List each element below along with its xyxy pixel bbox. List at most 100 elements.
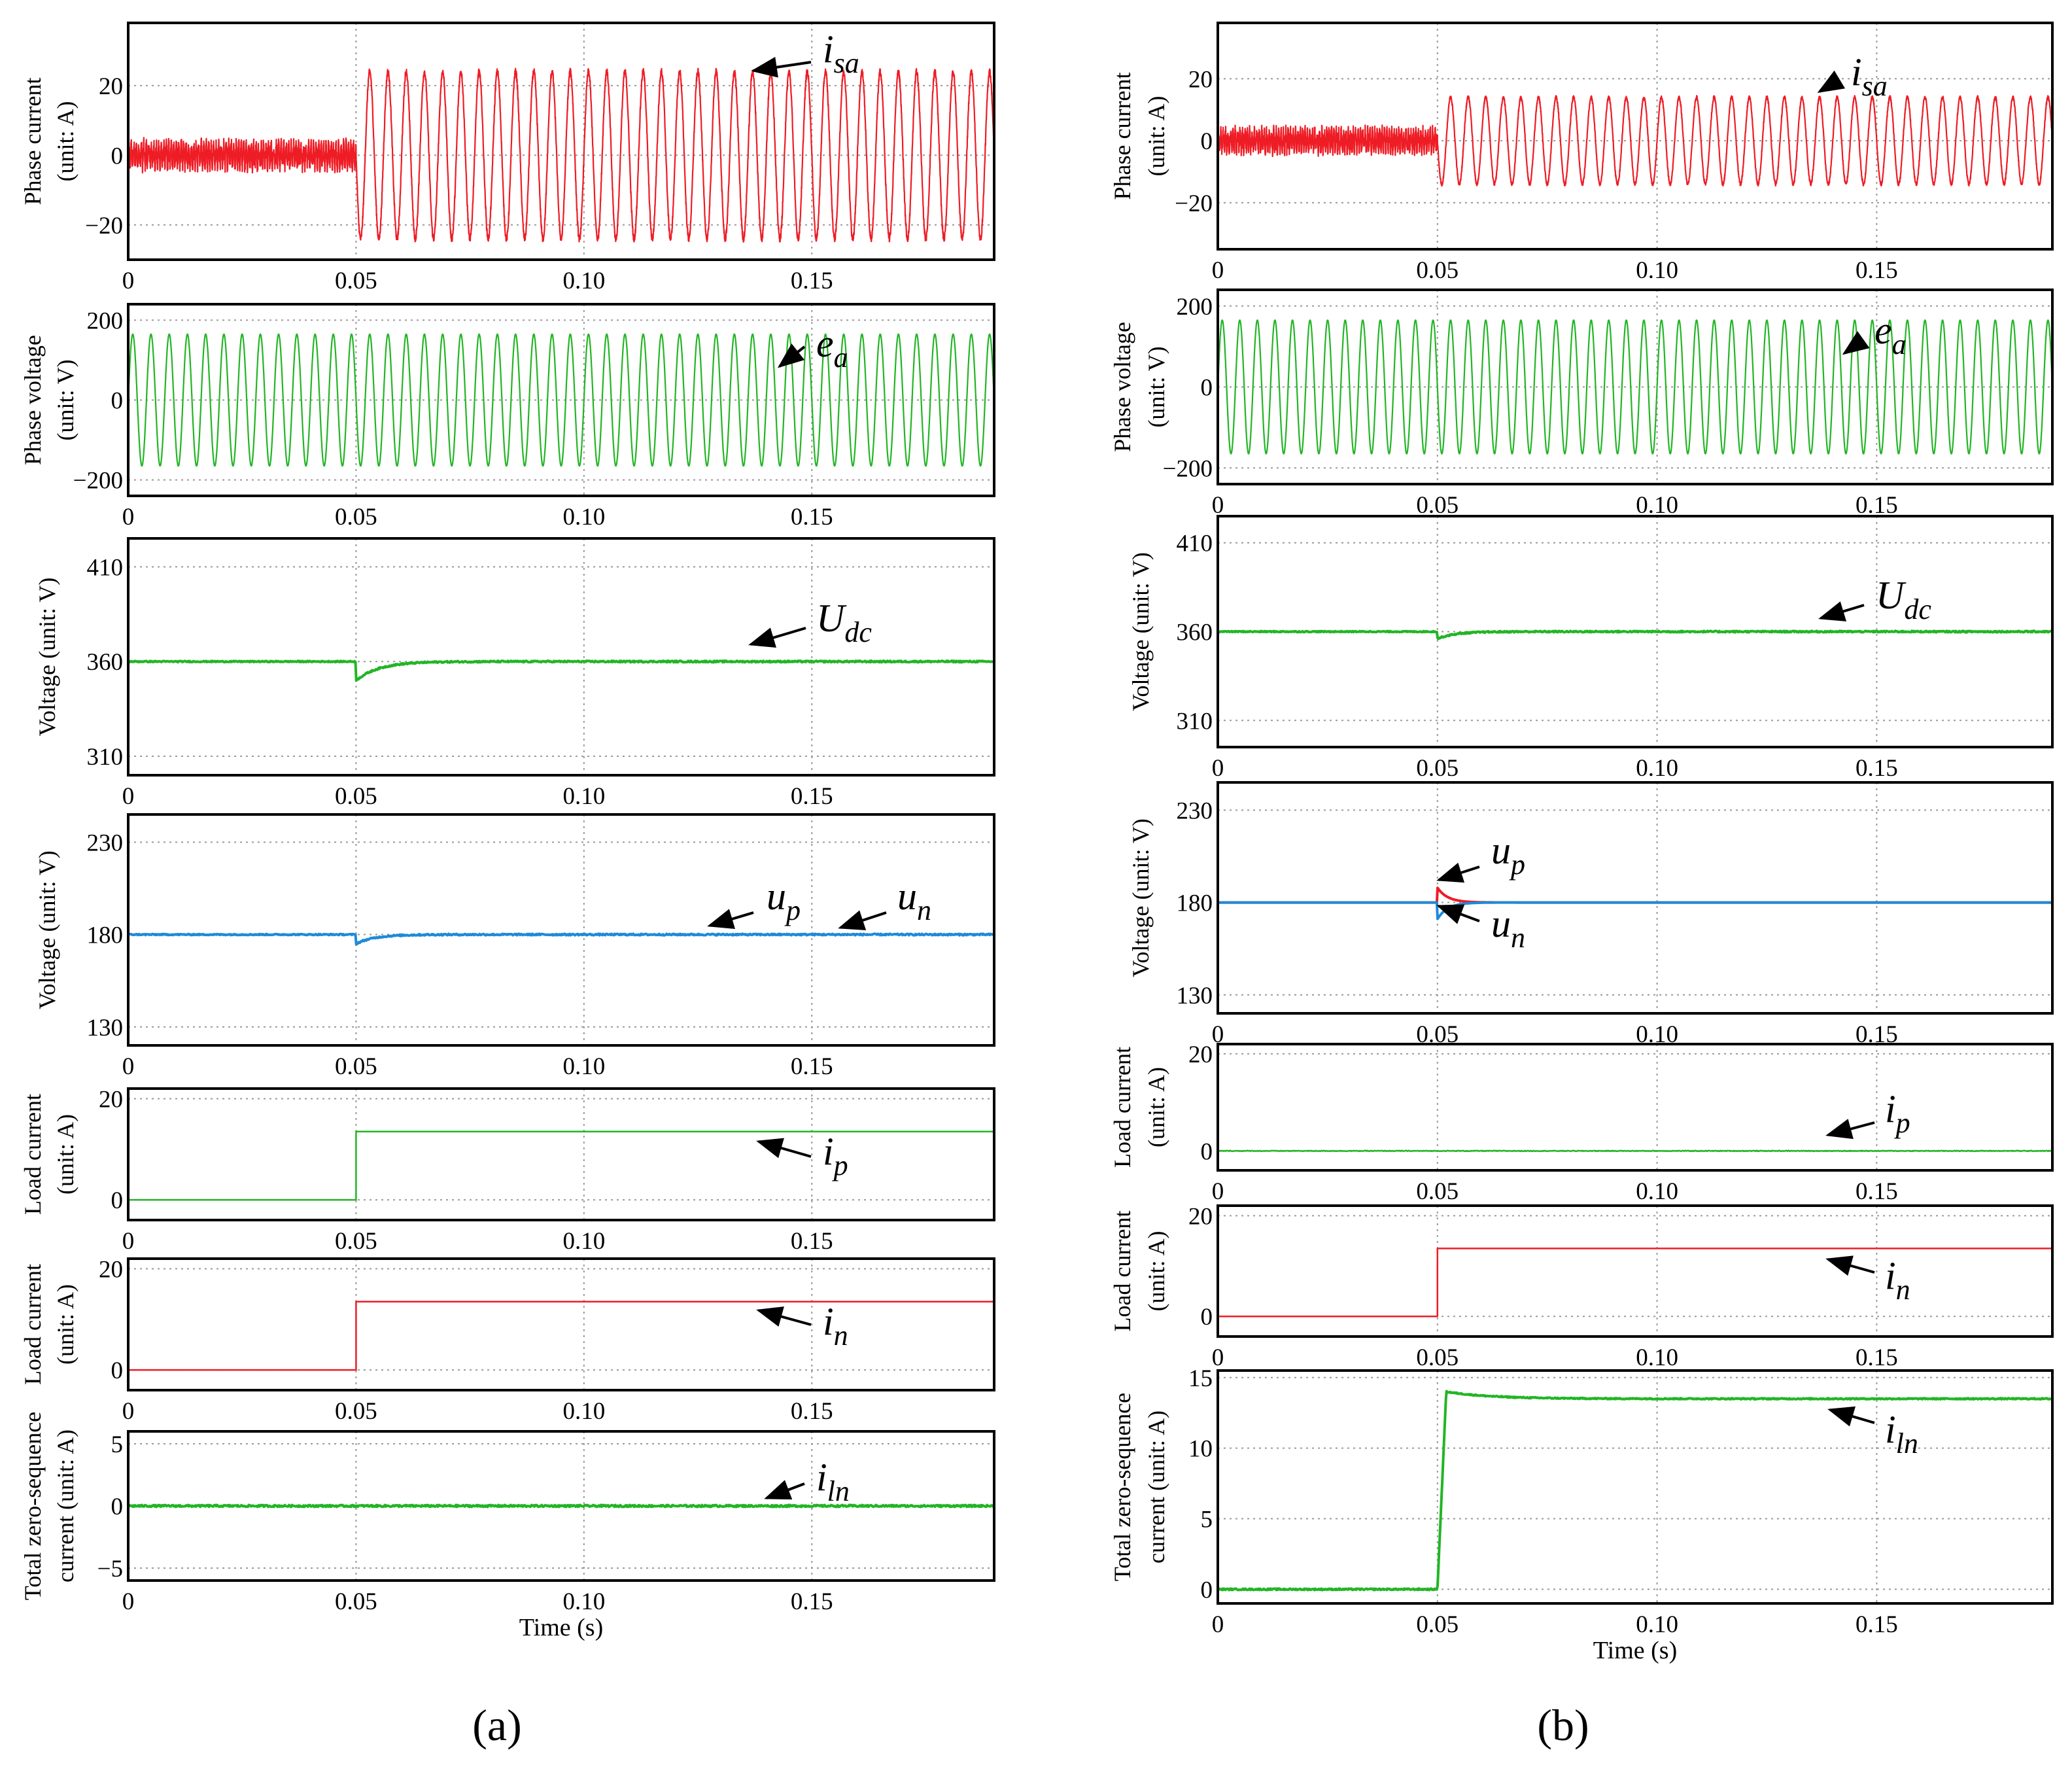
x-tick-label: 0.15 [1856, 1178, 1898, 1205]
plot-frame [127, 1430, 995, 1582]
y-tick-label: 360 [87, 649, 124, 676]
x-tick-label: 0.05 [1416, 755, 1459, 782]
annotation-arrow [1842, 331, 1870, 355]
x-tick-label: 0.05 [1416, 1178, 1459, 1205]
series-line-a5-0 [128, 1130, 995, 1201]
y-axis-label: (unit: A) [52, 1114, 78, 1195]
annotation-arrow [707, 909, 754, 930]
annotation-label: un [1491, 902, 1525, 954]
annotation-label: isa [1851, 50, 1888, 102]
x-tick-label: 0.15 [1856, 1611, 1898, 1638]
annotation-label: in [823, 1300, 848, 1352]
y-tick-label: 410 [87, 554, 124, 581]
chart-b1: 20 0 −20 0 0.05 0.10 0.15 Phase current (unit: A… [1109, 22, 2054, 284]
x-tick-label: 0.15 [791, 1053, 833, 1080]
annotation-label: ea [1874, 309, 1907, 360]
annotation-arrow [838, 910, 887, 930]
series-line-b7-0 [1217, 1389, 2053, 1592]
series-line-a3-0 [128, 659, 995, 682]
y-tick-label: 130 [87, 1015, 124, 1041]
chart-b7: 15 10 5 0 0 0.05 0.10 0.15 Time (s) Total zero-se… [1109, 1365, 2054, 1664]
x-tick-label: 0.10 [1636, 755, 1678, 782]
x-tick-label: 0.10 [562, 1053, 605, 1080]
y-tick-label: −20 [85, 213, 123, 239]
x-tick-label: 0.15 [791, 1398, 833, 1425]
series-line-b1-0 [1217, 95, 2054, 187]
y-axis-label: (unit: A) [1143, 1067, 1169, 1147]
annotation-arrow [1825, 1255, 1875, 1276]
annotation-arrow [748, 627, 806, 648]
x-tick-label: 0 [122, 268, 135, 294]
y-axis-label: Total zero-sequence [20, 1412, 46, 1600]
y-tick-label: 0 [1201, 1138, 1213, 1165]
x-tick-label: 0 [1212, 1178, 1224, 1205]
x-tick-label: 0.15 [791, 1588, 833, 1615]
y-tick-label: 0 [1201, 1304, 1213, 1331]
y-axis-label: Load current [20, 1264, 46, 1385]
x-tick-label: 0.05 [1416, 1611, 1459, 1638]
y-tick-label: −5 [97, 1556, 123, 1582]
x-tick-label: 0.05 [335, 504, 377, 531]
plot-frame [1217, 22, 2054, 251]
plot-frame [127, 1257, 995, 1391]
annotation-arrow [1825, 1119, 1875, 1140]
y-tick-label: 310 [1177, 708, 1213, 735]
x-tick-label: 0.05 [1416, 492, 1459, 519]
y-tick-label: 200 [87, 307, 124, 334]
x-tick-label: 0 [1212, 1344, 1224, 1371]
annotation-label: Udc [816, 597, 872, 648]
annotation-label: isa [823, 27, 859, 79]
annotation-label: iln [816, 1456, 850, 1507]
y-tick-label: 20 [99, 1256, 123, 1283]
x-tick-label: 0.15 [1856, 755, 1898, 782]
annotation-arrow [777, 343, 806, 368]
chart-b5: 20 0 0 0.05 0.10 0.15 Load current (unit: A) ip [1109, 1041, 2054, 1205]
plot-frame [127, 537, 995, 777]
y-axis-label: Load current [20, 1094, 46, 1215]
chart-a5: 20 0 0 0.05 0.10 0.15 Load current (unit: A) ip [20, 1086, 995, 1255]
y-tick-label: 230 [1177, 797, 1213, 824]
annotation-arrow [1827, 1406, 1875, 1427]
series-line-a7-0 [128, 1503, 995, 1509]
annotation-arrow [764, 1480, 805, 1500]
y-tick-label: −200 [73, 468, 123, 495]
y-axis-label: Phase current [1109, 73, 1135, 200]
y-tick-label: 0 [1201, 128, 1213, 155]
y-axis-label: (unit: A) [52, 1284, 78, 1365]
y-tick-label: 0 [111, 388, 124, 415]
y-axis-label: (unit: A) [1143, 96, 1169, 177]
annotation-arrow [1818, 601, 1865, 621]
y-axis-label: Load current [1109, 1047, 1135, 1168]
y-tick-label: 180 [87, 922, 124, 949]
panel-label-b: (b) [1537, 1700, 1589, 1750]
x-tick-label: 0.10 [562, 1228, 605, 1255]
y-axis-label: Total zero-sequence [1109, 1393, 1135, 1581]
series-line-a1-0 [127, 67, 995, 243]
y-tick-label: 0 [111, 143, 124, 169]
plot-frame [127, 1087, 995, 1221]
x-tick-label: 0.15 [1856, 1344, 1898, 1371]
chart-a6: 20 0 0 0.05 0.10 0.15 Load current (unit: A) in [20, 1256, 995, 1425]
x-tick-label: 0 [1212, 1021, 1224, 1048]
x-tick-label: 0 [122, 504, 135, 531]
y-tick-label: 0 [111, 1357, 124, 1384]
x-tick-label: 0.10 [562, 504, 605, 531]
series-line-b4-1 [1217, 901, 2053, 920]
series-line-a4-0 [128, 932, 995, 946]
x-tick-label: 0 [122, 1398, 135, 1425]
plot-frame [127, 813, 995, 1047]
x-tick-label: 0.15 [791, 1228, 833, 1255]
y-axis-label: (unit: V) [52, 359, 78, 440]
series-line-b2-0 [1217, 319, 2054, 455]
x-axis-label: Time (s) [519, 1614, 603, 1641]
series-line-b3-0 [1217, 629, 2053, 640]
y-tick-label: 20 [99, 1086, 123, 1113]
annotation-label: iln [1885, 1408, 1918, 1459]
x-tick-label: 0.10 [562, 268, 605, 294]
y-tick-label: 0 [1201, 1577, 1213, 1603]
chart-a7: 5 0 −5 0 0.05 0.10 0.15 Time (s) Total zero-sequ… [20, 1412, 995, 1641]
y-axis-label: (unit: V) [1143, 346, 1169, 427]
